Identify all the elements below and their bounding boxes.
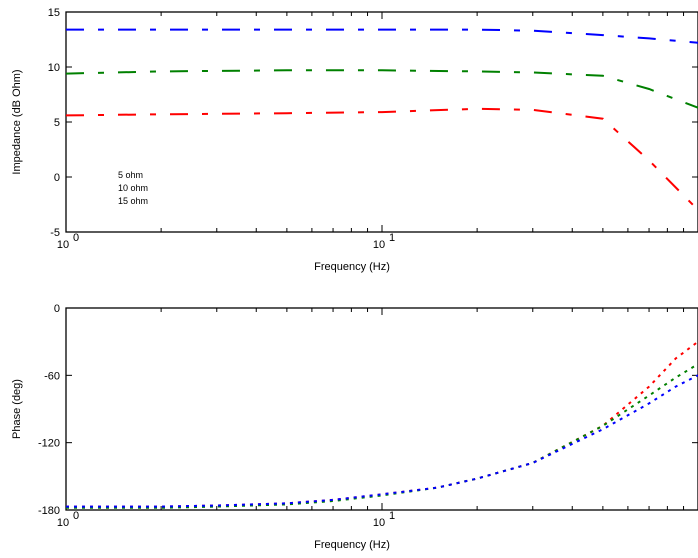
y-tick-label: -60: [44, 370, 60, 382]
series-line-1: [66, 107, 698, 211]
x-axis-label: Frequency (Hz): [314, 539, 390, 551]
x-tick-label: 10: [57, 517, 69, 529]
x-tick-label-exponent: 0: [73, 232, 79, 244]
y-tick-label: -120: [38, 438, 60, 450]
x-tick-label-exponent: 1: [389, 510, 395, 522]
y-tick-label: 0: [54, 172, 60, 184]
y-tick-label: -5: [50, 227, 60, 239]
legend-entry: 5 ohm: [118, 170, 143, 180]
legend-entry: 15 ohm: [118, 196, 148, 206]
series-line-3: [66, 28, 698, 44]
series-line-1: [66, 340, 698, 508]
x-tick-label-exponent: 1: [389, 232, 395, 244]
x-tick-label-exponent: 0: [73, 510, 79, 522]
series-line-2: [66, 363, 698, 509]
axes-box: [65, 11, 698, 233]
chart-panel-1: -5 0 5 10 15 10 0 10 1 Frequency (Hz) Impedance (d…: [11, 7, 698, 273]
y-axis-label: Phase (deg): [11, 379, 23, 439]
y-tick-label: -180: [38, 505, 60, 517]
x-tick-label: 10: [57, 239, 69, 251]
legend-entry: 10 ohm: [118, 183, 148, 193]
series-line-2: [66, 69, 698, 109]
y-tick-label: 15: [48, 7, 60, 19]
legend: 5 ohm 10 ohm 15 ohm: [118, 170, 148, 206]
y-axis-label: Impedance (dB Ohm): [11, 69, 23, 174]
x-tick-label: 10: [373, 239, 385, 251]
x-tick-label: 10: [373, 517, 385, 529]
y-tick-label: 10: [48, 62, 60, 74]
series-line-3: [66, 374, 698, 508]
y-tick-label: 0: [54, 303, 60, 315]
x-axis-label: Frequency (Hz): [314, 261, 390, 273]
axes-box: [65, 307, 698, 511]
y-tick-label: 5: [54, 117, 60, 129]
